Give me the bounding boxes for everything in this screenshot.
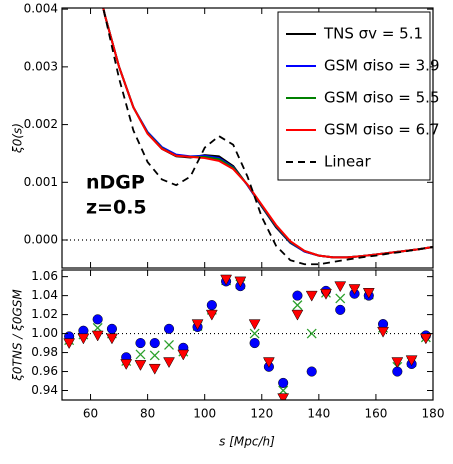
y-axis-label: ξ0(s)	[11, 123, 25, 154]
x-tick-label: 80	[140, 407, 155, 421]
marker	[163, 323, 175, 334]
marker	[335, 304, 346, 315]
marker	[405, 355, 418, 367]
marker	[220, 274, 233, 286]
marker	[148, 363, 161, 375]
marker	[135, 349, 146, 360]
marker	[392, 366, 403, 377]
y-tick-label: 0.004	[24, 2, 58, 16]
y-tick-label: 0.94	[31, 383, 58, 397]
legend-box	[277, 11, 431, 181]
y-tick-label: 1.00	[31, 326, 58, 340]
marker	[106, 323, 117, 334]
legend-label: TNS σv = 5.1	[323, 25, 423, 43]
marker	[205, 309, 218, 321]
marker	[106, 333, 118, 345]
legend-label: GSM σiso = 6.7	[324, 121, 439, 139]
series-line	[102, 8, 433, 266]
marker	[206, 300, 217, 311]
marker	[249, 338, 260, 349]
x-tick-label: 140	[307, 407, 330, 421]
y-axis-label: ξ0TNS / ξ0GSM	[11, 289, 25, 382]
marker	[234, 276, 247, 288]
marker	[91, 330, 104, 342]
x-tick-label: 100	[193, 407, 216, 421]
marker	[419, 333, 432, 345]
y-tick-label: 0.96	[31, 364, 58, 378]
y-tick-label: 1.06	[31, 269, 58, 283]
y-tick-label: 0.000	[24, 233, 58, 247]
marker	[334, 281, 347, 293]
marker	[120, 359, 133, 370]
x-tick-label: 180	[422, 407, 445, 421]
marker	[292, 290, 303, 301]
x-tick-label: 160	[364, 407, 387, 421]
marker	[292, 300, 303, 311]
marker	[291, 309, 304, 321]
marker	[63, 338, 76, 350]
marker	[164, 340, 174, 350]
axes-frame	[61, 7, 434, 269]
marker	[135, 338, 146, 349]
marker	[377, 326, 389, 338]
legend-label: GSM σiso = 5.5	[324, 89, 439, 107]
y-tick-label: 0.98	[31, 345, 58, 359]
plot-area	[62, 8, 433, 266]
marker	[134, 360, 147, 371]
marker	[277, 393, 290, 400]
legend-label: GSM σiso = 3.9	[324, 57, 439, 75]
axes-frame	[61, 269, 434, 401]
marker	[149, 350, 160, 361]
marker	[278, 377, 289, 388]
marker	[320, 288, 332, 300]
marker	[262, 357, 275, 369]
marker	[306, 366, 317, 377]
marker	[249, 328, 260, 339]
marker	[391, 357, 404, 369]
marker	[77, 333, 90, 345]
x-tick-label: 120	[250, 407, 273, 421]
plot-area	[62, 274, 433, 400]
y-tick-label: 0.002	[24, 117, 58, 131]
marker	[348, 284, 361, 295]
x-tick-label: 60	[83, 407, 98, 421]
marker	[177, 349, 190, 361]
marker	[163, 357, 175, 369]
marker	[362, 288, 375, 299]
marker	[306, 328, 317, 339]
y-tick-label: 0.001	[24, 175, 58, 189]
marker	[92, 314, 103, 325]
y-tick-label: 0.003	[24, 59, 58, 73]
marker	[191, 319, 204, 331]
y-tick-label: 1.04	[31, 288, 58, 302]
marker	[305, 290, 318, 302]
marker	[335, 293, 346, 304]
x-axis-label: s [Mpc/h]	[219, 435, 275, 449]
legend-label: Linear	[324, 153, 371, 171]
annotation: z=0.5	[86, 197, 147, 219]
marker	[248, 319, 261, 331]
series-line	[102, 8, 433, 259]
y-tick-label: 1.02	[31, 307, 58, 321]
annotation: nDGP	[86, 172, 145, 194]
marker	[149, 338, 160, 349]
